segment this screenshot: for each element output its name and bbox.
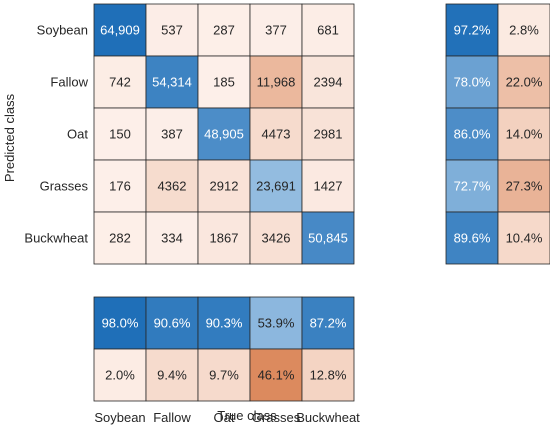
column-summary-correct-cell: [197, 296, 251, 350]
column-summary-incorrect-cell-label: 12.8%: [310, 368, 347, 383]
matrix-cell: [93, 55, 147, 109]
y-tick-label: Soybean: [37, 23, 88, 38]
matrix-cell: [197, 211, 251, 265]
matrix-cell-label: 1427: [314, 179, 343, 194]
column-summary-incorrect-cell: [197, 348, 251, 402]
matrix-cell: [301, 107, 355, 161]
matrix-cell: [249, 107, 303, 161]
row-summary-incorrect-cell-label: 27.3%: [506, 179, 543, 194]
x-tick-label: Grasses: [252, 410, 301, 425]
row-summary-incorrect-cell: [497, 55, 550, 109]
matrix-cell-label: 1867: [210, 231, 239, 246]
column-summary-incorrect-cell: [249, 348, 303, 402]
matrix-cell-label: 537: [161, 23, 183, 38]
x-tick-label: Buckwheat: [296, 410, 360, 425]
matrix-cell-label: 282: [109, 231, 131, 246]
matrix-cell-label: 185: [213, 75, 235, 90]
matrix-cell: [249, 3, 303, 57]
row-summary-incorrect-cell: [497, 159, 550, 213]
matrix-cell: [93, 211, 147, 265]
column-summary-correct-cell-label: 90.6%: [154, 316, 191, 331]
matrix-cell-label: 2912: [210, 179, 239, 194]
matrix-cell: [145, 3, 199, 57]
x-axis-label: True class: [217, 408, 277, 423]
row-summary-incorrect-cell-label: 14.0%: [506, 127, 543, 142]
column-summary-correct-cell-label: 53.9%: [258, 316, 295, 331]
y-tick-label: Buckwheat: [24, 231, 88, 246]
matrix-cell-label: 334: [161, 231, 183, 246]
row-summary-matrix: 97.2% 2.8% 78.0% 22.0% 86.0% 14.0% 72.7% 27.3% 8…: [445, 3, 550, 265]
column-summary-incorrect-cell-label: 46.1%: [258, 368, 295, 383]
matrix-cell-label: 11,968: [257, 75, 296, 90]
y-tick-label: Oat: [67, 127, 88, 142]
row-summary-correct-cell-label: 89.6%: [454, 231, 491, 246]
column-summary-incorrect-cell-label: 9.7%: [209, 368, 239, 383]
column-summary-incorrect-cell-label: 9.4%: [157, 368, 187, 383]
row-summary-incorrect-cell-label: 10.4%: [506, 231, 543, 246]
matrix-cell-label: 4362: [158, 179, 187, 194]
row-summary-correct-cell: [445, 159, 499, 213]
row-summary-correct-cell-label: 72.7%: [454, 179, 491, 194]
matrix-cell-label: 23,691: [256, 179, 296, 194]
matrix-cell-label: 377: [265, 23, 287, 38]
matrix-cell: [197, 55, 251, 109]
matrix-cell: [197, 159, 251, 213]
matrix-cell-label: 4473: [262, 127, 291, 142]
row-summary-incorrect-cell-label: 22.0%: [506, 75, 543, 90]
main-matrix: 64,909 537 287 377 681 742 54,314 185 11,968 2394…: [93, 3, 355, 265]
matrix-cell-label: 2394: [314, 75, 343, 90]
matrix-cell-label: 64,909: [100, 23, 140, 38]
row-summary-incorrect-cell: [497, 107, 550, 161]
y-tick-label: Fallow: [50, 75, 88, 90]
column-summary-incorrect-cell: [145, 348, 199, 402]
matrix-cell-label: 742: [109, 75, 131, 90]
row-summary-correct-cell: [445, 55, 499, 109]
matrix-cell: [301, 55, 355, 109]
matrix-cell-label: 48,905: [204, 127, 244, 142]
column-summary-incorrect-cell: [301, 348, 355, 402]
matrix-cell-label: 681: [317, 23, 339, 38]
column-summary-correct-cell-label: 87.2%: [310, 316, 347, 331]
column-summary-correct-cell-label: 98.0%: [102, 316, 139, 331]
matrix-cell-label: 50,845: [308, 231, 348, 246]
matrix-cell-label: 54,314: [152, 75, 192, 90]
column-summary-correct-cell: [93, 296, 147, 350]
y-tick-label: Grasses: [40, 179, 89, 194]
matrix-cell-label: 287: [213, 23, 235, 38]
matrix-cell: [145, 159, 199, 213]
matrix-cell-label: 2981: [314, 127, 343, 142]
column-summary-correct-cell: [301, 296, 355, 350]
row-summary-correct-cell: [445, 211, 499, 265]
matrix-cell: [197, 3, 251, 57]
x-tick-label: Oat: [214, 410, 235, 425]
column-summary-correct-cell: [249, 296, 303, 350]
matrix-cell: [301, 159, 355, 213]
row-summary-correct-cell-label: 97.2%: [454, 23, 491, 38]
matrix-cell-label: 3426: [262, 231, 291, 246]
row-summary-correct-cell-label: 86.0%: [454, 127, 491, 142]
matrix-cell: [145, 211, 199, 265]
row-summary-incorrect-cell: [497, 3, 550, 57]
column-summary-incorrect-cell: [93, 348, 147, 402]
matrix-cell-label: 150: [109, 127, 131, 142]
matrix-cell: [93, 3, 147, 57]
matrix-cell: [301, 211, 355, 265]
row-summary-incorrect-cell-label: 2.8%: [509, 23, 539, 38]
matrix-cell-label: 176: [109, 179, 131, 194]
row-summary-correct-cell-label: 78.0%: [454, 75, 491, 90]
column-summary-incorrect-cell-label: 2.0%: [105, 368, 135, 383]
matrix-cell: [249, 159, 303, 213]
x-tick-label: Fallow: [153, 410, 191, 425]
y-tick-labels: Soybean Fallow Oat Grasses Buckwheat: [24, 23, 88, 246]
y-axis-label: Predicted class: [2, 93, 17, 182]
x-tick-label: Soybean: [94, 410, 145, 425]
column-summary-matrix: 98.0% 90.6% 90.3% 53.9% 87.2% 2.0% 9.4% 9.7% 46.…: [93, 296, 355, 402]
matrix-cell-label: 387: [161, 127, 183, 142]
matrix-cell: [145, 107, 199, 161]
column-summary-correct-cell-label: 90.3%: [206, 316, 243, 331]
matrix-cell: [93, 159, 147, 213]
row-summary-incorrect-cell: [497, 211, 550, 265]
